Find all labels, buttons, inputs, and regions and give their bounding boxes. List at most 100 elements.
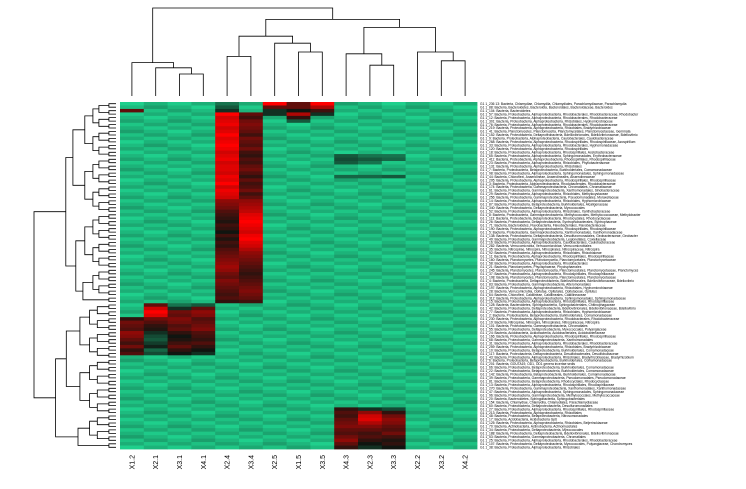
row-label: G1 1_31: Bacteria, Proteobacteria, Alpha… (480, 341, 618, 345)
heatmap-cell (191, 119, 216, 124)
heatmap-cell (381, 393, 406, 398)
heatmap-cell (405, 372, 430, 377)
heatmap-cell (429, 178, 454, 183)
heatmap-cell (334, 202, 359, 207)
heatmap-cell (167, 213, 192, 217)
heatmap-cell (453, 337, 478, 342)
heatmap-cell (262, 442, 287, 446)
heatmap-cell (215, 282, 240, 287)
heatmap-cell (429, 341, 454, 346)
heatmap-cell (358, 407, 383, 412)
heatmap-cell (310, 383, 335, 387)
heatmap-cell (215, 213, 240, 217)
heatmap-cell (405, 261, 430, 266)
heatmap-cell (453, 424, 478, 429)
heatmap-cell (405, 122, 430, 127)
heatmap-cell (167, 292, 192, 297)
heatmap-cell (358, 303, 383, 308)
heatmap-cell (405, 108, 430, 113)
heatmap-cell (120, 126, 145, 131)
row-label: G1 1_96: Bacteria, Proteobacteria, Gamma… (480, 393, 620, 397)
heatmap-cell (405, 275, 430, 280)
heatmap-cell (143, 306, 168, 311)
heatmap-cell (405, 407, 430, 412)
heatmap-cell (286, 362, 311, 367)
heatmap-cell (167, 233, 192, 238)
heatmap-cell (143, 310, 168, 315)
heatmap-cell (453, 105, 478, 110)
heatmap-cell (167, 334, 192, 339)
row-label: G1 1_98: Bacteria, Proteobacteria, Alpha… (480, 171, 624, 175)
heatmap-cell (239, 428, 264, 433)
heatmap-cell (429, 136, 454, 141)
heatmap-cell (143, 428, 168, 433)
heatmap-cell (453, 278, 478, 283)
heatmap-cell (239, 320, 264, 325)
heatmap-cell (120, 407, 145, 412)
heatmap-cell (429, 428, 454, 433)
heatmap-cell (334, 174, 359, 179)
heatmap-cell (453, 299, 478, 304)
heatmap-cell (453, 154, 478, 158)
heatmap-cell (453, 119, 478, 124)
heatmap-cell (120, 223, 145, 228)
heatmap-cell (239, 233, 264, 238)
heatmap-cell (239, 105, 264, 110)
heatmap-cell (167, 254, 192, 259)
heatmap-cell (239, 188, 264, 193)
heatmap-cell (167, 341, 192, 346)
heatmap-cell (334, 400, 359, 405)
heatmap-cell (358, 365, 383, 370)
heatmap-cell (310, 348, 335, 353)
heatmap-cell (120, 393, 145, 398)
heatmap-cell (334, 362, 359, 367)
heatmap-cell (167, 140, 192, 145)
heatmap-cell (215, 223, 240, 228)
heatmap-cell (167, 383, 192, 387)
heatmap-cell (453, 379, 478, 384)
heatmap-cell (239, 171, 264, 176)
heatmap-cell (143, 251, 168, 256)
heatmap-cell (453, 147, 478, 151)
heatmap-cell (405, 327, 430, 332)
heatmap-cell (215, 358, 240, 363)
heatmap-cell (453, 442, 478, 446)
heatmap-cell (334, 306, 359, 311)
heatmap-cell (191, 327, 216, 332)
heatmap-cell (143, 199, 168, 204)
heatmap-cell (167, 102, 192, 106)
heatmap-cell (405, 102, 430, 106)
heatmap-cell (286, 192, 311, 197)
heatmap-cell (191, 435, 216, 439)
heatmap-cell (334, 313, 359, 318)
heatmap-cell (310, 185, 335, 190)
heatmap-cell (191, 383, 216, 387)
heatmap-cell (381, 240, 406, 245)
heatmap-cell (453, 181, 478, 186)
heatmap-cell (191, 136, 216, 141)
dendrogram-root-branch (33, 211, 66, 399)
heatmap-cell (286, 126, 311, 131)
heatmap-cell (120, 105, 145, 110)
heatmap-cell (239, 254, 264, 259)
heatmap-cell (286, 178, 311, 183)
heatmap-cell (167, 136, 192, 141)
heatmap-cell (381, 285, 406, 290)
heatmap-cell (453, 112, 478, 117)
heatmap-cell (262, 306, 287, 311)
heatmap-cell (429, 261, 454, 266)
heatmap-cell (215, 233, 240, 238)
heatmap-cell (310, 431, 335, 436)
heatmap-cell (310, 129, 335, 134)
heatmap-cell (167, 154, 192, 158)
heatmap-cell (191, 324, 216, 328)
row-label: G1 1_18: Bacteria, Proteobacteria, Alpha… (480, 151, 615, 155)
heatmap-cell (286, 261, 311, 266)
heatmap-cell (310, 219, 335, 224)
heatmap-cell (143, 358, 168, 363)
heatmap-cell (429, 195, 454, 200)
heatmap-cell (191, 129, 216, 134)
heatmap-cell (239, 421, 264, 426)
heatmap-cell (358, 445, 383, 450)
heatmap-cell (358, 435, 383, 439)
